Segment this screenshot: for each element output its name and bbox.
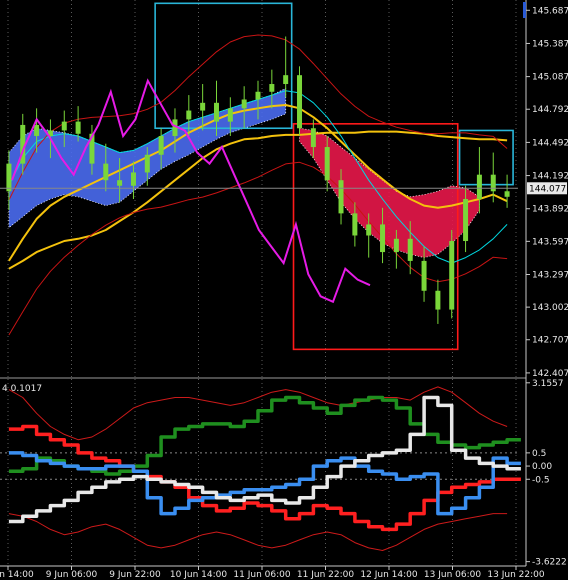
candle-body [200, 102, 206, 111]
price-tick-label: 143.892 [532, 205, 568, 215]
time-label: 11 Jun 06:00 [233, 570, 290, 580]
current-price-label: 144.077 [529, 184, 566, 194]
oscillator-tick-label: -0.5 [532, 475, 550, 485]
price-tick-label: 145.387 [532, 39, 568, 49]
oscillator-axis: 3.1557 0.5 0.00 -0.5 -3.6222 [526, 379, 567, 568]
oscillator-tick-label: 3.1557 [532, 379, 564, 389]
candle-body [352, 213, 358, 236]
upper-envelope-line [8, 34, 508, 201]
oscillator-band-line [8, 513, 508, 551]
candle-body [407, 238, 413, 261]
candle-body [366, 224, 372, 236]
candle-body [269, 84, 275, 92]
candle-body [324, 147, 330, 181]
candle-body [504, 191, 510, 197]
candle-body [6, 163, 12, 192]
price-tick-label: 142.707 [532, 336, 568, 346]
time-label: 6 Jun 14:00 [0, 570, 34, 580]
candle-body [227, 108, 233, 122]
oscillator-step-line [8, 395, 521, 476]
price-tick-label: 144.492 [532, 138, 568, 148]
candle-body [89, 133, 95, 164]
candle-body [241, 99, 247, 109]
scroll-marker[interactable] [523, 2, 526, 18]
candle-body [463, 199, 469, 242]
oscillator-step-line [8, 395, 521, 524]
time-label: 12 Jun 14:00 [360, 570, 417, 580]
oscillator-step-line [8, 451, 521, 516]
current-price-badge [527, 182, 567, 195]
price-tick-label: 143.297 [532, 271, 568, 281]
time-label: 9 Jun 06:00 [46, 570, 98, 580]
candlesticks [6, 36, 510, 324]
candle-body [158, 135, 164, 155]
time-label: 9 Jun 22:00 [109, 570, 161, 580]
price-tick-label: 142.407 [532, 369, 568, 379]
oscillator-tick-label: 0.5 [532, 449, 546, 459]
candle-body [75, 121, 81, 134]
candle-body [144, 154, 150, 173]
candle-body [421, 260, 427, 291]
candle-body [490, 174, 496, 192]
price-tick-label: 143.597 [532, 237, 568, 247]
moving-average-line [8, 130, 508, 270]
magenta-line [11, 78, 371, 304]
candle-body [186, 110, 192, 120]
price-tick-label: 145.087 [532, 73, 568, 83]
candle-body [338, 180, 344, 214]
candle-body [476, 174, 482, 200]
oscillator-step-line [8, 424, 521, 532]
time-axis: 6 Jun 14:00 9 Jun 06:00 9 Jun 22:00 10 Jun … [0, 566, 545, 580]
price-panel: 145.687 145.387 145.087 144.792 144.492 144.1… [0, 0, 568, 379]
highlight-boxes [154, 2, 514, 351]
oscillator-tick-label: 0.00 [532, 462, 552, 472]
oscillator-lines [0, 386, 521, 551]
highlight-box [292, 123, 459, 351]
candle-body [117, 180, 123, 186]
candle-body [213, 102, 219, 122]
candle-body [255, 91, 261, 100]
price-tick-label: 144.792 [532, 105, 568, 115]
price-axis: 145.687 145.387 145.087 144.792 144.492 144.1… [526, 6, 568, 379]
oscillator-panel: 4 0.1017 3.1557 0.5 0.00 -0.5 -3.6222 [0, 379, 567, 568]
oscillator-band-line [8, 386, 508, 441]
price-tick-label: 145.687 [532, 6, 568, 16]
price-tick-label: 143.002 [532, 303, 568, 313]
candle-body [61, 121, 67, 131]
highlight-box [458, 129, 514, 186]
candle-body [297, 75, 303, 129]
candle-body [47, 130, 53, 136]
candle-body [449, 241, 455, 310]
candle-body [103, 163, 109, 181]
time-label: 13 Jun 22:00 [487, 570, 544, 580]
candle-body [283, 75, 289, 85]
oscillator-tick-label: -3.6222 [532, 558, 567, 568]
candle-body [435, 290, 441, 310]
magenta-series-line [11, 78, 371, 304]
candle-body [380, 224, 386, 253]
price-tick-label: 144.192 [532, 172, 568, 182]
highlight-box [154, 2, 293, 130]
oscillator-header-label: 4 0.1017 [2, 384, 42, 394]
candle-body [393, 238, 399, 253]
time-label: 11 Jun 22:00 [297, 570, 354, 580]
candle-body [20, 124, 26, 164]
candle-body [130, 172, 136, 186]
candle-body [172, 119, 178, 136]
time-label: 13 Jun 06:00 [424, 570, 481, 580]
time-label: 10 Jun 14:00 [170, 570, 227, 580]
candle-body [34, 124, 40, 136]
candle-body [310, 128, 316, 148]
